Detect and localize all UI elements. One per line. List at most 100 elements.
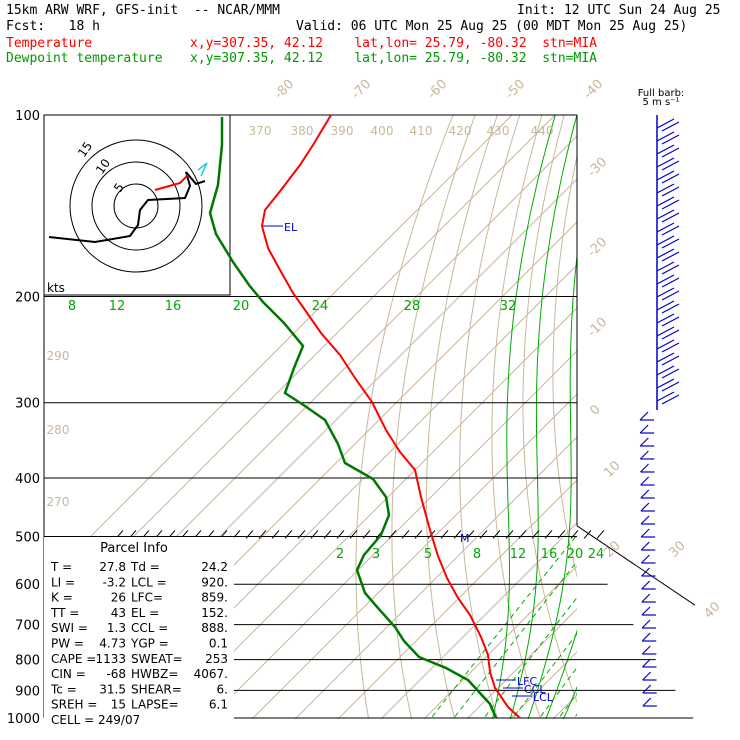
theta-label: 370: [249, 124, 272, 138]
hatch-mark: [271, 530, 280, 539]
isotherm-label: -50: [503, 77, 529, 103]
mixing-ratio-label: 20: [567, 547, 584, 562]
valid-time: Valid: 06 UTC Mon 25 Aug 25 (00 MDT Mon …: [296, 19, 688, 34]
dewpoint-legend-label: Dewpoint temperature: [6, 51, 163, 66]
parcel-info-key: SREH =: [51, 698, 97, 712]
barbs-unit: 5 m s⁻¹: [643, 97, 680, 108]
hatch-mark: [531, 530, 540, 539]
wind-barb: [661, 303, 680, 314]
wind-barb: [656, 365, 675, 376]
parcel-info-key: YGP =: [130, 637, 169, 651]
wind-barb: [656, 222, 675, 233]
parcel-info-box: Parcel Info T = 27.8 Td = 24.2 LI = -3.2 LCL = 9…: [44, 537, 234, 727]
theta-label: 280: [47, 423, 70, 437]
theta-label: 290: [47, 349, 70, 363]
wind-barb: [642, 684, 652, 694]
hodograph-ring: [91, 161, 181, 251]
wind-barb: [642, 658, 651, 668]
parcel-info-value: 15: [111, 698, 126, 712]
moist-adiabat-line: [576, 115, 717, 731]
wind-barb: [656, 391, 675, 402]
wind-barb: [656, 209, 675, 220]
wind-barb: [639, 411, 649, 421]
temperature-legend-label: Temperature: [6, 36, 93, 51]
isotherm-label: 20: [601, 538, 623, 560]
mixing-ratio-line: [429, 536, 577, 719]
isotherm-label: 30: [666, 538, 688, 560]
moist-adiabat-line: [593, 115, 740, 731]
parcel-info-key: SWI =: [51, 621, 88, 635]
lower-frame-line: [576, 525, 696, 606]
isotherm-label: -10: [585, 315, 611, 341]
mixing-ratio-label: 12: [510, 547, 527, 562]
forecast-hour: Fcst: 18 h: [6, 19, 100, 34]
pressure-tick-label: 800: [15, 654, 40, 669]
wind-barb: [641, 567, 650, 577]
wind-barb: [661, 290, 680, 301]
dry-adiabat-line: [491, 115, 543, 719]
parcel-info-value: 1133: [95, 652, 126, 666]
parcel-info-value: -3.2: [103, 575, 126, 589]
dry-adiabat-line: [552, 153, 577, 579]
pressure-tick-label: 300: [15, 397, 40, 412]
wind-barb: [661, 251, 680, 262]
dry-adiabat-line: [459, 115, 521, 719]
hatch-mark: [336, 530, 345, 539]
parcel-info-cell: CELL = 249/07: [51, 713, 140, 727]
moist-adiabat-label: 8: [68, 299, 76, 314]
wind-barb: [640, 528, 650, 538]
dry-adiabat-line: [355, 115, 454, 719]
theta-label: 430: [487, 124, 510, 138]
wind-barb: [656, 248, 675, 259]
theta-label: 270: [47, 495, 70, 509]
hatch-mark: [570, 530, 579, 539]
wind-barb: [661, 134, 680, 145]
dewpoint-profile: [208, 117, 498, 719]
wind-barb: [656, 196, 675, 207]
hatch-mark: [466, 530, 475, 539]
dry-adiabat-line: [664, 115, 740, 731]
dry-adiabat-line: [690, 115, 740, 731]
dry-adiabat-line: [638, 115, 740, 731]
hodograph-trace: [48, 171, 192, 244]
parcel-info-title: Parcel Info: [100, 541, 168, 556]
parcel-info-value: 4067.: [194, 667, 228, 681]
theta-label: 400: [371, 124, 394, 138]
mixing-ratio-line: [538, 666, 577, 719]
hatch-mark: [583, 530, 592, 539]
init-time: Init: 12 UTC Sun 24 Aug 25: [517, 3, 721, 18]
pressure-tick-label: 400: [15, 472, 40, 487]
hatch-mark: [323, 530, 332, 539]
isotherm-line: [251, 393, 577, 719]
dry-adiabat-line: [391, 115, 476, 719]
mixing-ratio-label: 3: [372, 547, 380, 562]
moist-adiabat-label: 24: [312, 299, 329, 314]
isotherm-line: [208, 350, 577, 719]
isotherm-line: [670, 115, 740, 731]
parcel-info-key: SWEAT=: [131, 652, 183, 666]
hatch-mark: [362, 530, 371, 539]
wind-barb: [642, 671, 652, 681]
mixing-ratio-line: [511, 633, 577, 719]
wind-barb: [641, 619, 651, 629]
wind-barb: [640, 476, 650, 486]
wind-barb: [661, 355, 680, 366]
parcel-info-key: Tc =: [50, 682, 77, 696]
hatch-mark: [596, 530, 605, 539]
parcel-info-key: LCL =: [131, 575, 167, 589]
parcel-info-key: CAPE =: [51, 652, 96, 666]
hatch-mark: [388, 530, 397, 539]
moist-adiabat-label: 28: [404, 299, 421, 314]
isotherm-line: [584, 115, 740, 731]
pressure-tick-label: 100: [15, 109, 40, 124]
wind-barb: [656, 339, 675, 350]
parcel-info-value: 26: [111, 591, 126, 605]
parcel-info-value: -68: [106, 667, 126, 681]
parcel-info-value: 4.73: [99, 637, 126, 651]
wind-barb: [656, 352, 675, 363]
isotherm-label: 0: [587, 402, 603, 418]
isotherm-line: [294, 436, 577, 719]
wind-barb: [661, 381, 680, 392]
level-marker-label: EL: [284, 221, 298, 234]
hatch-mark: [297, 530, 306, 539]
